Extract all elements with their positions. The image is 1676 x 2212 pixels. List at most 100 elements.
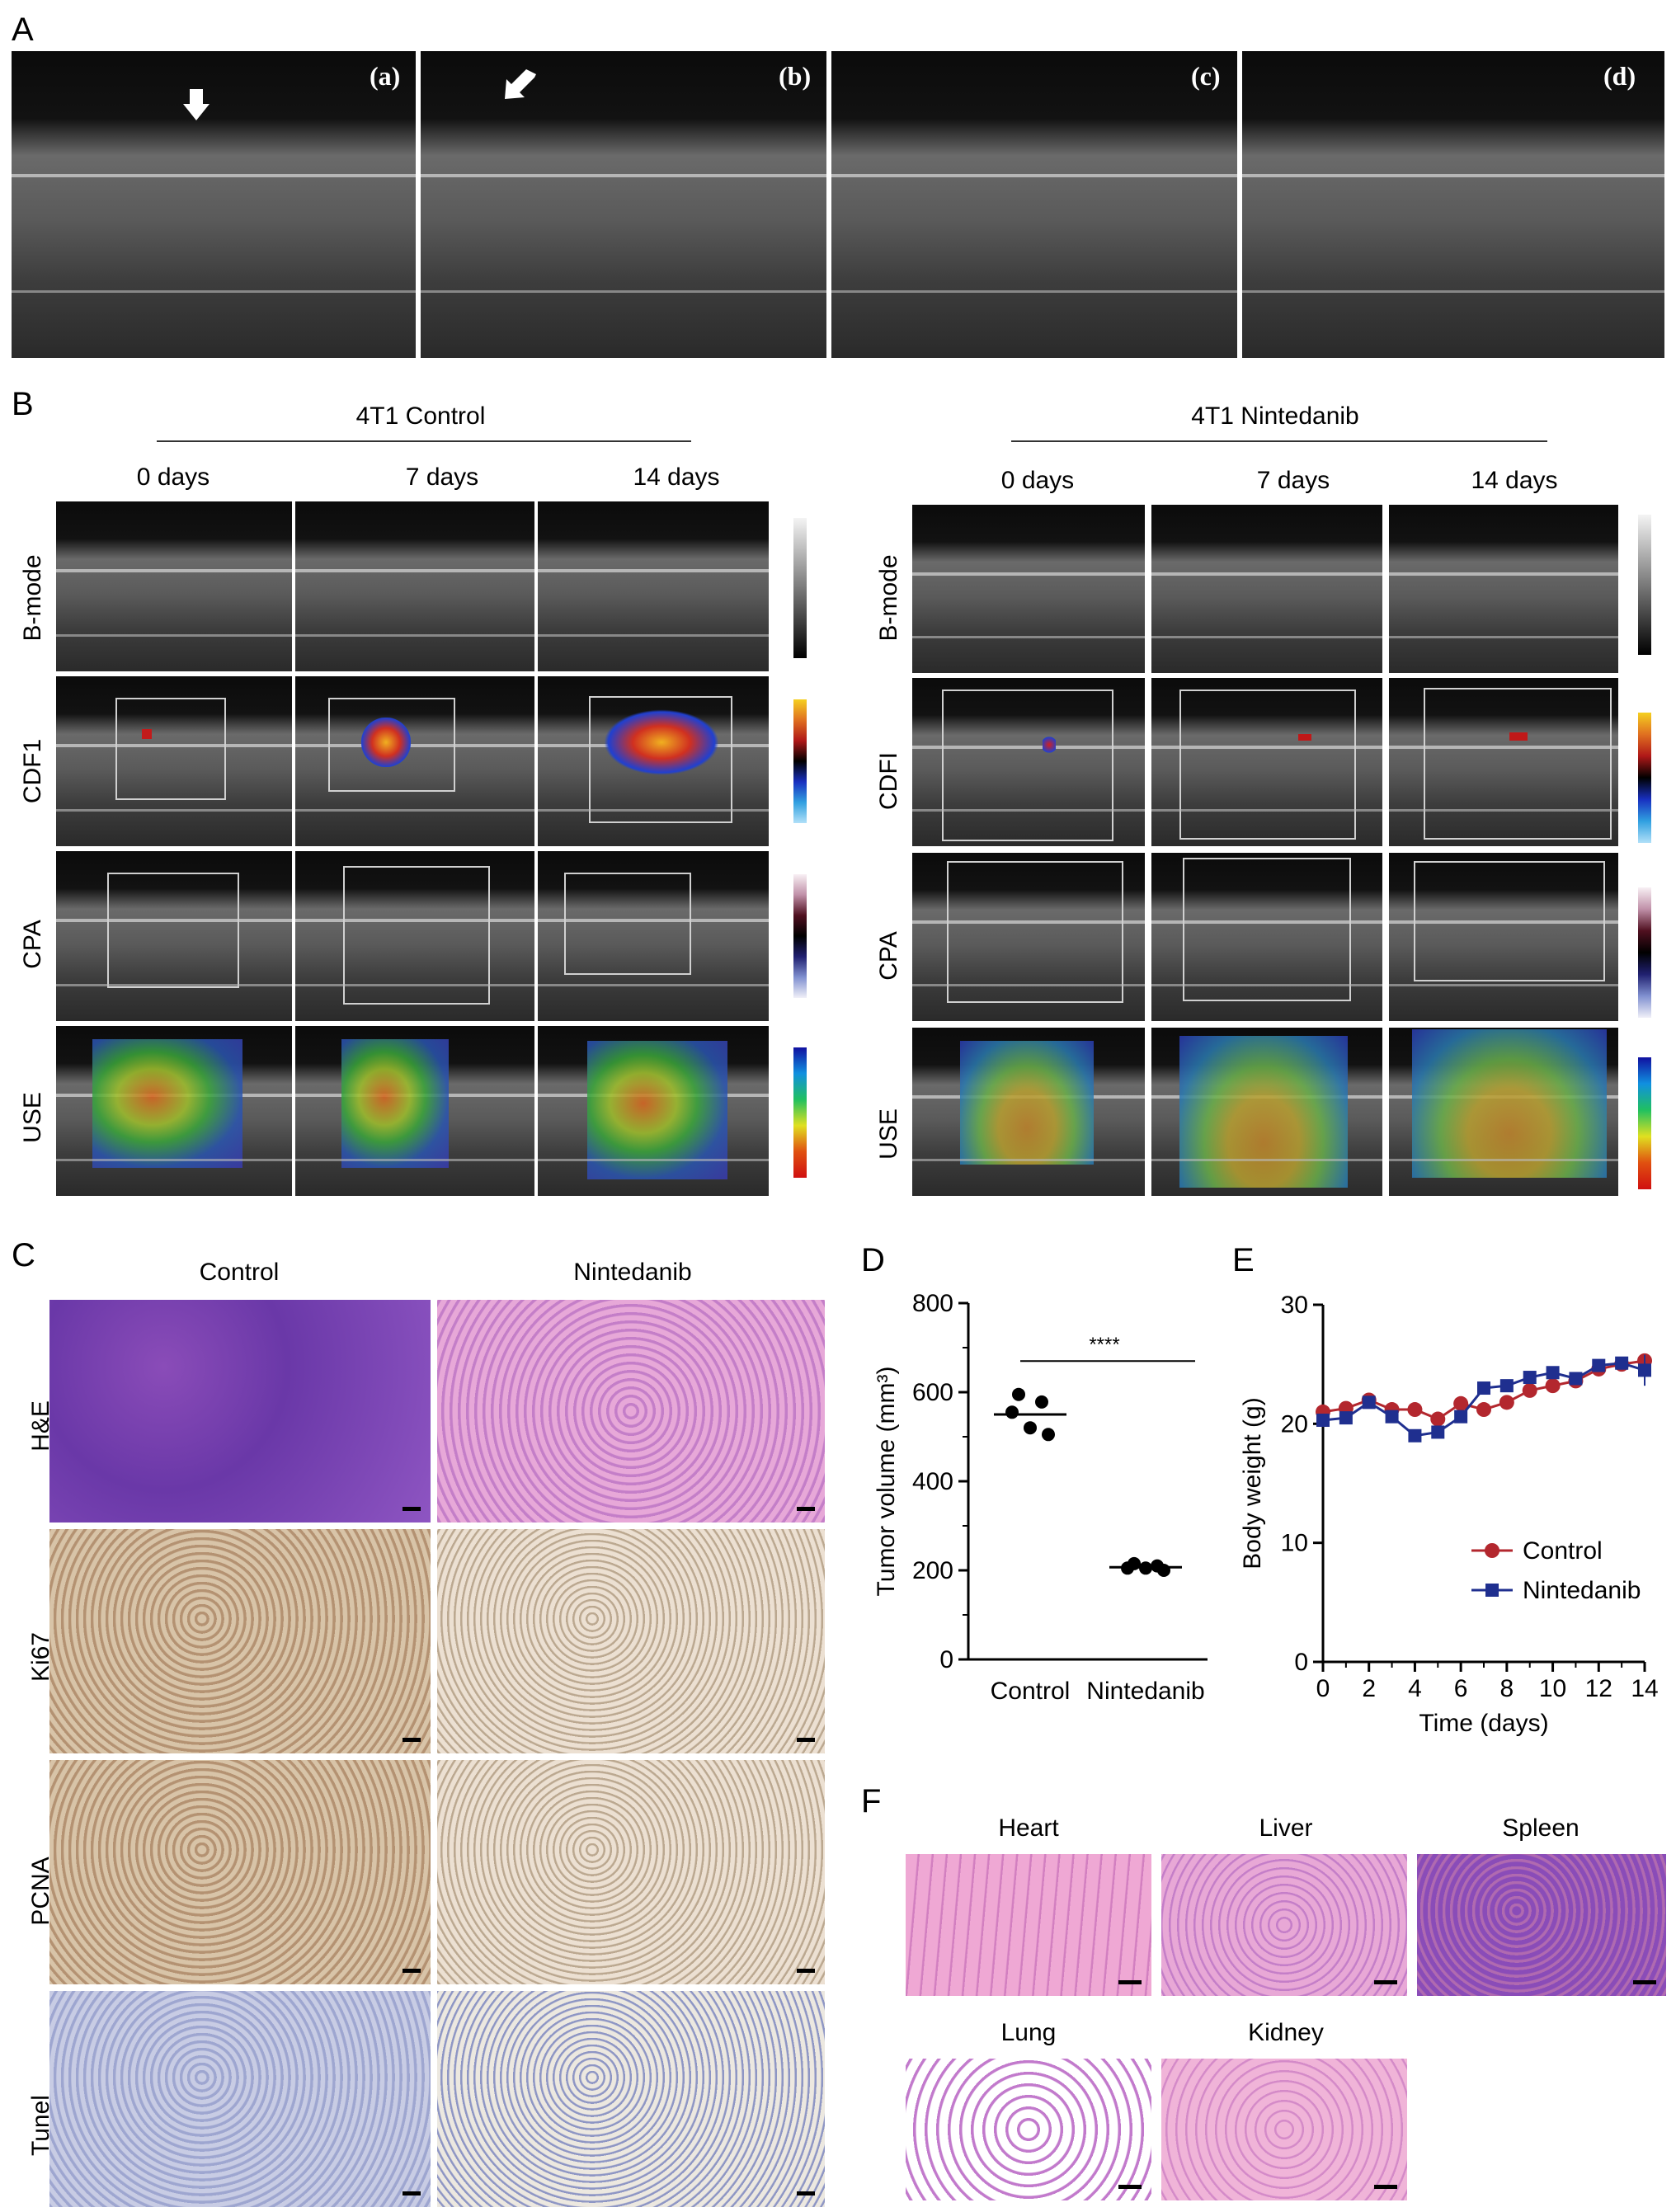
row-label-use: USE: [19, 1092, 46, 1143]
bmode-image: [56, 501, 292, 671]
data-point: [1522, 1382, 1537, 1398]
ki67-nintedanib-image: [437, 1529, 825, 1753]
row-label-cdfi: CDF1: [19, 738, 46, 804]
cpa-image: [295, 851, 534, 1021]
data-point: [1499, 1395, 1514, 1410]
organ-label-liver: Liver: [1259, 1814, 1313, 1842]
arrow-down-left-icon: [505, 69, 536, 99]
x-category-label: Control: [991, 1678, 1071, 1705]
y-tick-label: 400: [912, 1468, 953, 1495]
cpa-image: [1389, 853, 1618, 1021]
row-label-bmode: B-mode: [875, 554, 902, 642]
x-tick-label: 4: [1408, 1675, 1422, 1702]
x-tick-label: 2: [1362, 1675, 1376, 1702]
data-point: [1569, 1372, 1583, 1386]
group-title-control: 4T1 Control: [355, 402, 486, 430]
x-tick-label: 0: [1316, 1675, 1330, 1702]
use-image: [1389, 1028, 1618, 1196]
heart-histology-image: [906, 1854, 1151, 1996]
cpa-image: [912, 853, 1145, 1021]
data-point: [1546, 1366, 1560, 1380]
sublabel-b: (b): [779, 61, 812, 91]
he-control-image: [49, 1300, 431, 1523]
day-label: 0 days: [1000, 467, 1075, 494]
x-tick-label: 14: [1631, 1675, 1658, 1702]
bmode-image: [912, 505, 1145, 673]
row-label-cpa: CPA: [19, 920, 46, 969]
organ-label-kidney: Kidney: [1248, 2019, 1324, 2046]
data-point: [1476, 1402, 1491, 1418]
lung-histology-image: [906, 2059, 1151, 2200]
data-point: [1407, 1402, 1423, 1418]
organ-label-spleen: Spleen: [1502, 1814, 1579, 1842]
organ-label-lung: Lung: [1000, 2019, 1057, 2046]
spleen-histology-image: [1417, 1854, 1666, 1996]
pcna-nintedanib-image: [437, 1760, 825, 1984]
y-axis-label: Body weight (g): [1239, 1397, 1266, 1569]
row-label-cpa: CPA: [875, 931, 902, 981]
x-tick-label: 10: [1539, 1675, 1566, 1702]
ultrasound-image-d: [1242, 51, 1664, 358]
panel-label-b: B: [12, 386, 34, 422]
cpa-image: [1151, 853, 1382, 1021]
cdfi-image: [1151, 678, 1382, 846]
x-tick-label: 6: [1454, 1675, 1468, 1702]
data-point: [1592, 1358, 1606, 1372]
use-image: [56, 1026, 292, 1196]
legend-marker: [1485, 1543, 1499, 1558]
data-point: [1035, 1395, 1048, 1409]
grayscale-colorbar: [1638, 515, 1651, 655]
data-point: [1430, 1411, 1446, 1427]
ultrasound-image-c: [831, 51, 1237, 358]
data-point: [1012, 1387, 1025, 1401]
legend-label: Control: [1523, 1537, 1603, 1565]
y-tick-label: 30: [1281, 1292, 1308, 1319]
data-point: [1615, 1356, 1629, 1370]
elastography-colorbar: [1638, 1057, 1651, 1189]
row-label-use: USE: [875, 1108, 902, 1160]
cdfi-image: [538, 676, 769, 846]
column-label-control: Control: [199, 1259, 280, 1286]
use-image: [538, 1026, 769, 1196]
data-point: [1523, 1371, 1537, 1385]
y-tick-label: 200: [912, 1557, 953, 1584]
cdfi-image: [912, 678, 1145, 846]
power-doppler-colorbar: [793, 874, 807, 998]
ultrasound-image-b: [421, 51, 826, 358]
group-divider-control: [157, 440, 691, 442]
power-doppler-colorbar: [1638, 887, 1651, 1018]
elastography-colorbar: [793, 1047, 807, 1178]
cdfi-image: [1389, 678, 1618, 846]
x-axis-label: Time (days): [1419, 1710, 1548, 1737]
day-label: 0 days: [136, 464, 210, 491]
data-point: [1339, 1411, 1353, 1425]
column-label-nintedanib: Nintedanib: [573, 1259, 692, 1286]
data-point: [1454, 1410, 1468, 1424]
y-tick-label: 0: [939, 1646, 953, 1673]
ultrasound-image-a: [12, 51, 416, 358]
row-label-cdfi: CDFI: [875, 752, 902, 810]
data-point: [1362, 1395, 1376, 1410]
sublabel-c: (c): [1191, 61, 1221, 91]
data-point: [1157, 1564, 1170, 1577]
organ-label-heart: Heart: [998, 1814, 1059, 1842]
data-point: [1477, 1381, 1490, 1395]
cdfi-image: [56, 676, 292, 846]
group-divider-nintedanib: [1011, 440, 1547, 442]
panel-label-d: D: [861, 1242, 885, 1278]
data-point: [1005, 1405, 1019, 1419]
data-point: [1453, 1395, 1469, 1411]
cpa-image: [538, 851, 769, 1021]
y-tick-label: 600: [912, 1379, 953, 1406]
cpa-image: [56, 851, 292, 1021]
day-label: 7 days: [405, 464, 479, 491]
doppler-colorbar: [1638, 713, 1651, 843]
data-point: [1385, 1410, 1399, 1424]
bmode-image: [1389, 505, 1618, 673]
y-tick-label: 20: [1281, 1410, 1308, 1438]
tunel-nintedanib-image: [437, 1991, 825, 2207]
panel-label-a: A: [12, 12, 34, 48]
bmode-image: [538, 501, 769, 671]
tumor-volume-chart: 0 200 400 600 800 Tumor volume (mm³) Control Ni…: [873, 1290, 1208, 1705]
data-point: [1431, 1425, 1445, 1439]
